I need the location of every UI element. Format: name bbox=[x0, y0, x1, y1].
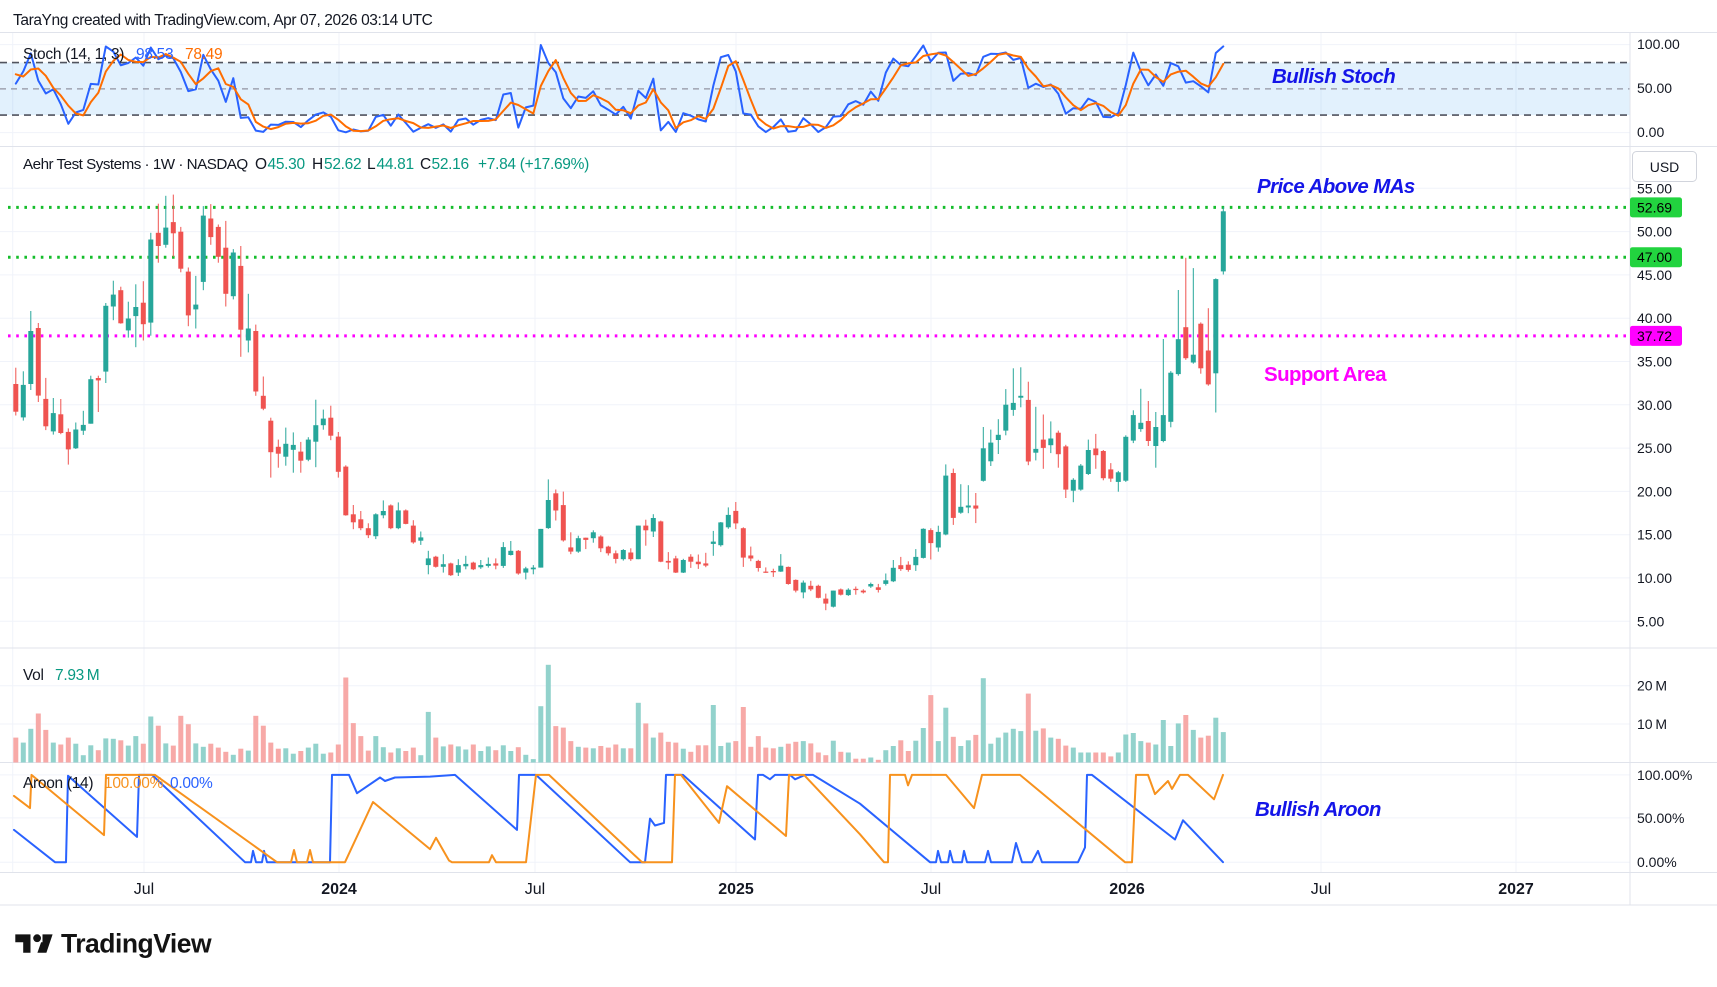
svg-text:20 M: 20 M bbox=[1637, 678, 1667, 694]
svg-text:98.53: 98.53 bbox=[136, 46, 173, 63]
svg-text:2025: 2025 bbox=[718, 881, 754, 898]
svg-text:O: O bbox=[255, 156, 267, 173]
svg-text:TaraYng created with TradingVi: TaraYng created with TradingView.com, Ap… bbox=[13, 12, 433, 29]
svg-text:45.00: 45.00 bbox=[1637, 267, 1672, 283]
svg-text:Price Above MAs: Price Above MAs bbox=[1257, 175, 1415, 198]
svg-text:47.00: 47.00 bbox=[1637, 249, 1672, 265]
svg-text:C: C bbox=[420, 156, 431, 173]
svg-text:+7.84 (+17.69%): +7.84 (+17.69%) bbox=[478, 156, 589, 173]
svg-text:100.00%: 100.00% bbox=[1637, 767, 1692, 783]
svg-text:2024: 2024 bbox=[321, 881, 357, 898]
svg-text:50.00: 50.00 bbox=[1637, 80, 1672, 96]
svg-text:Stoch (14, 1, 3): Stoch (14, 1, 3) bbox=[23, 46, 124, 63]
svg-text:25.00: 25.00 bbox=[1637, 440, 1672, 456]
svg-text:100.00%: 100.00% bbox=[104, 775, 164, 792]
svg-text:78.49: 78.49 bbox=[185, 46, 222, 63]
svg-text:15.00: 15.00 bbox=[1637, 527, 1672, 543]
svg-text:Jul: Jul bbox=[525, 881, 545, 898]
svg-text:Bullish Stoch: Bullish Stoch bbox=[1272, 65, 1395, 88]
svg-text:35.00: 35.00 bbox=[1637, 354, 1672, 370]
svg-text:100.00: 100.00 bbox=[1637, 36, 1680, 52]
svg-text:7.93 M: 7.93 M bbox=[55, 667, 99, 684]
svg-text:H: H bbox=[312, 156, 323, 173]
svg-text:L: L bbox=[367, 156, 376, 173]
svg-text:40.00: 40.00 bbox=[1637, 310, 1672, 326]
svg-text:10.00: 10.00 bbox=[1637, 570, 1672, 586]
svg-text:5.00: 5.00 bbox=[1637, 613, 1664, 629]
svg-text:Jul: Jul bbox=[921, 881, 941, 898]
svg-text:0.00: 0.00 bbox=[1637, 124, 1664, 140]
svg-text:2026: 2026 bbox=[1109, 881, 1145, 898]
svg-text:52.69: 52.69 bbox=[1637, 199, 1672, 215]
svg-text:Support Area: Support Area bbox=[1264, 363, 1387, 386]
svg-text:55.00: 55.00 bbox=[1637, 180, 1672, 196]
svg-text:TradingView: TradingView bbox=[61, 929, 212, 959]
svg-text:10 M: 10 M bbox=[1637, 716, 1667, 732]
svg-text:50.00: 50.00 bbox=[1637, 224, 1672, 240]
svg-text:USD: USD bbox=[1650, 159, 1680, 175]
svg-text:Aehr Test Systems · 1W · NASDA: Aehr Test Systems · 1W · NASDAQ bbox=[23, 156, 248, 173]
svg-text:30.00: 30.00 bbox=[1637, 397, 1672, 413]
svg-text:20.00: 20.00 bbox=[1637, 483, 1672, 499]
svg-text:52.62: 52.62 bbox=[324, 156, 361, 173]
svg-text:Bullish Aroon: Bullish Aroon bbox=[1255, 798, 1381, 821]
svg-text:0.00%: 0.00% bbox=[1637, 854, 1677, 870]
svg-text:45.30: 45.30 bbox=[268, 156, 306, 173]
svg-text:Vol: Vol bbox=[23, 667, 44, 684]
svg-text:52.16: 52.16 bbox=[432, 156, 469, 173]
svg-text:Aroon (14): Aroon (14) bbox=[23, 775, 93, 792]
svg-text:Jul: Jul bbox=[1311, 881, 1331, 898]
svg-text:37.72: 37.72 bbox=[1637, 328, 1672, 344]
svg-text:50.00%: 50.00% bbox=[1637, 810, 1684, 826]
svg-text:Jul: Jul bbox=[134, 881, 154, 898]
svg-text:44.81: 44.81 bbox=[377, 156, 414, 173]
svg-text:2027: 2027 bbox=[1498, 881, 1534, 898]
svg-text:0.00%: 0.00% bbox=[170, 775, 213, 792]
